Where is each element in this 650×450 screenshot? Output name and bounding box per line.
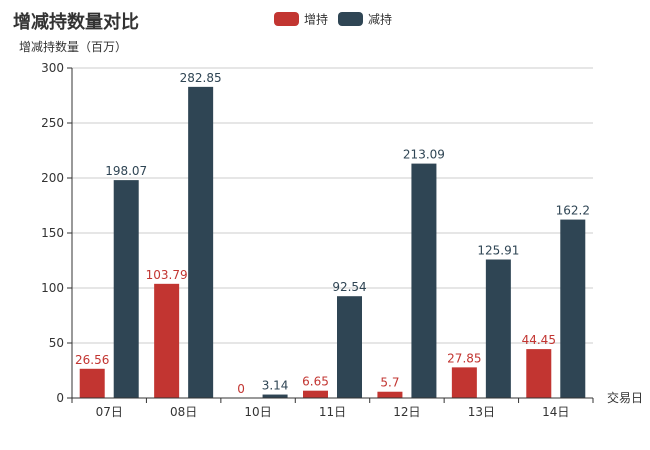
- y-tick-label: 300: [41, 61, 64, 75]
- bar-increase[interactable]: [79, 368, 105, 398]
- legend: 增持 减持: [274, 12, 392, 27]
- x-tick-label: 13日: [468, 405, 495, 419]
- bar-decrease[interactable]: [485, 259, 511, 398]
- x-tick-label: 14日: [542, 405, 569, 419]
- y-tick-label: 50: [49, 336, 64, 350]
- data-label-increase: 27.85: [447, 351, 481, 365]
- data-label-increase: 26.56: [75, 353, 109, 367]
- x-tick-label: 10日: [244, 405, 271, 419]
- data-label-increase: 0: [237, 382, 245, 396]
- data-label-increase: 5.7: [380, 376, 399, 390]
- y-tick-label: 150: [41, 226, 64, 240]
- data-label-decrease: 3.14: [262, 379, 289, 393]
- data-label-decrease: 92.54: [332, 280, 366, 294]
- y-tick-label: 100: [41, 281, 64, 295]
- y-axis-title: 增减持数量（百万）: [19, 39, 127, 54]
- x-tick-label: 12日: [393, 405, 420, 419]
- bar-decrease[interactable]: [337, 296, 362, 398]
- bar-increase[interactable]: [451, 367, 477, 398]
- data-label-decrease: 282.85: [180, 71, 222, 85]
- chart-title: 增减持数量对比: [13, 11, 139, 33]
- x-tick-label: 08日: [170, 405, 197, 419]
- legend-swatch-increase[interactable]: [274, 12, 299, 26]
- bar-increase[interactable]: [377, 391, 403, 398]
- bar-decrease[interactable]: [188, 86, 214, 399]
- legend-label-increase[interactable]: 增持: [304, 12, 328, 27]
- x-axis-title: 交易日: [607, 390, 643, 405]
- y-tick-label: 200: [41, 171, 64, 185]
- gridlines: [72, 67, 593, 344]
- bar-decrease[interactable]: [560, 219, 586, 398]
- legend-swatch-decrease[interactable]: [338, 12, 363, 26]
- bar-increase[interactable]: [303, 390, 328, 398]
- y-tick-label: 250: [41, 116, 64, 130]
- data-label-increase: 44.45: [522, 333, 556, 347]
- data-labels: 26.56 198.07 103.79 282.85 0 3.14 6.65 92.54 5.7…: [75, 71, 590, 396]
- data-label-increase: 6.65: [302, 375, 329, 389]
- bar-increase[interactable]: [154, 283, 180, 398]
- x-tick-label: 11日: [319, 405, 346, 419]
- axes: 0 50 100 150 200 250 300 07日 08日 10日 11日 12日 13日 14日: [41, 61, 594, 419]
- data-label-decrease: 162.2: [556, 204, 590, 218]
- bars: [79, 86, 586, 399]
- data-label-decrease: 213.09: [403, 148, 445, 162]
- bar-decrease[interactable]: [411, 163, 437, 398]
- bar-increase[interactable]: [526, 349, 552, 398]
- bar-decrease[interactable]: [113, 180, 139, 398]
- data-label-decrease: 198.07: [105, 164, 147, 178]
- x-tick-label: 07日: [96, 405, 123, 419]
- y-tick-label: 0: [56, 391, 64, 405]
- data-label-increase: 103.79: [146, 268, 188, 282]
- bar-decrease[interactable]: [262, 394, 288, 398]
- data-label-decrease: 125.91: [477, 243, 519, 257]
- legend-label-decrease[interactable]: 减持: [368, 12, 392, 27]
